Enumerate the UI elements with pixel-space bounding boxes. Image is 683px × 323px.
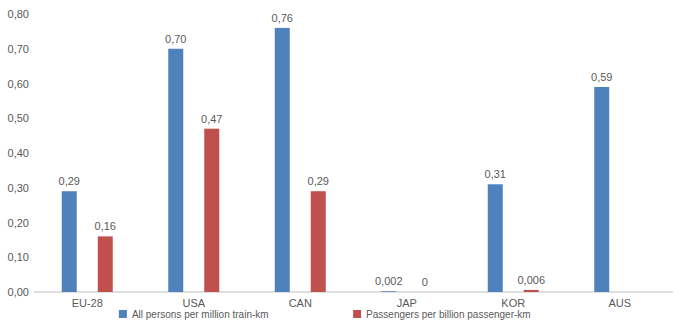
- bar: [417, 292, 432, 293]
- bar: [62, 191, 77, 292]
- y-tick-label: 0,70: [8, 43, 29, 55]
- y-tick-label: 0,40: [8, 147, 29, 159]
- data-label: 0,70: [165, 33, 186, 45]
- tick-mark: [31, 83, 34, 84]
- tick-mark: [31, 187, 34, 188]
- bars: [62, 28, 610, 292]
- data-label: 0,006: [517, 274, 545, 286]
- bar: [168, 49, 183, 292]
- tick-mark: [31, 292, 34, 293]
- legend: All persons per million train-km Passenge…: [119, 309, 531, 320]
- bar: [98, 236, 113, 292]
- tick-mark: [31, 14, 34, 15]
- y-tick-label: 0,00: [8, 286, 29, 298]
- legend-swatch: [119, 310, 127, 318]
- data-label: 0,16: [95, 220, 116, 232]
- bar: [311, 191, 326, 292]
- data-label: 0: [422, 276, 428, 288]
- legend-label: Passengers per billion passenger-km: [366, 309, 531, 320]
- y-tick-label: 0,30: [8, 182, 29, 194]
- x-tick-label: EU-28: [72, 297, 103, 309]
- data-label: 0,76: [272, 12, 293, 24]
- bar: [275, 28, 290, 292]
- bar: [488, 184, 503, 292]
- y-tick-label: 0,50: [8, 112, 29, 124]
- tick-mark: [31, 257, 34, 258]
- y-tick-label: 0,10: [8, 251, 29, 263]
- bar: [524, 290, 539, 292]
- x-tick-label: AUS: [608, 297, 631, 309]
- data-label: 0,002: [375, 275, 403, 287]
- x-tick-label: USA: [182, 297, 205, 309]
- y-tick-label: 0,80: [8, 8, 29, 20]
- bar: [381, 291, 396, 292]
- tick-mark: [31, 222, 34, 223]
- x-tick-label: KOR: [501, 297, 525, 309]
- tick-mark: [31, 118, 34, 119]
- data-label: 0,29: [308, 175, 329, 187]
- data-label: 0,59: [591, 71, 612, 83]
- y-tick-label: 0,20: [8, 217, 29, 229]
- tick-mark: [31, 48, 34, 49]
- data-label: 0,47: [201, 113, 222, 125]
- x-axis-line: [34, 292, 673, 293]
- chart: 0,00 0,10 0,20 0,30 0,40 0,50 0,60 0,70 0,80 EU-2…: [0, 0, 683, 323]
- bar: [204, 129, 219, 292]
- data-label: 0,29: [59, 175, 80, 187]
- bar: [594, 87, 609, 292]
- legend-label: All persons per million train-km: [132, 309, 269, 320]
- legend-swatch: [353, 310, 361, 318]
- data-label: 0,31: [485, 168, 506, 180]
- x-tick-label: CAN: [289, 297, 312, 309]
- y-tick-label: 0,60: [8, 78, 29, 90]
- x-tick-label: JAP: [397, 297, 417, 309]
- tick-mark: [31, 153, 34, 154]
